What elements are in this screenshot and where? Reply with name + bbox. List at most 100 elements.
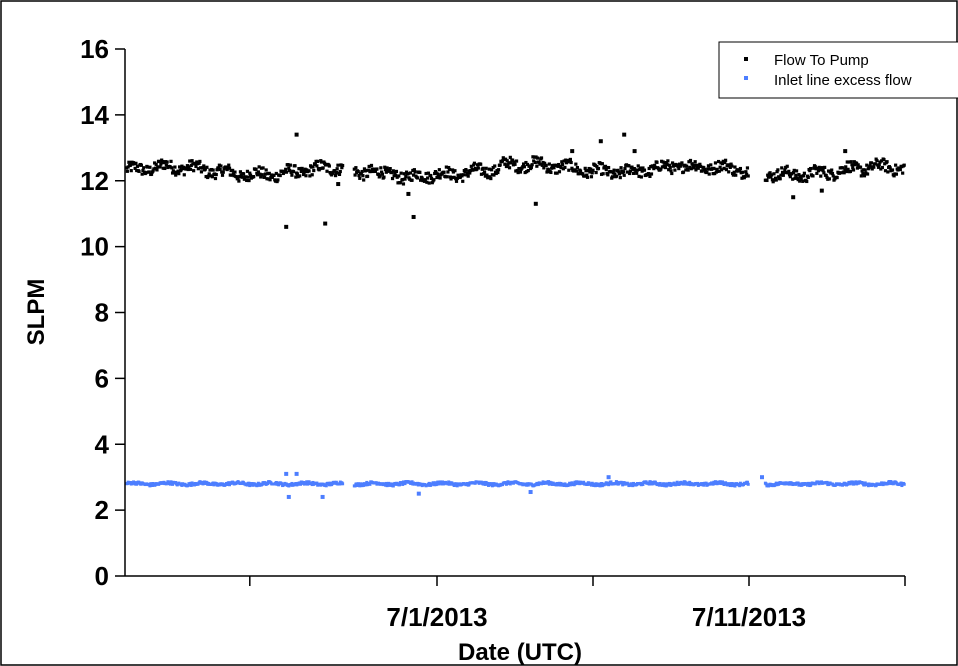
data-point [874, 484, 878, 488]
data-point [657, 483, 661, 487]
data-point [372, 167, 376, 171]
data-point [774, 178, 778, 182]
legend-marker-inlet-line [744, 76, 748, 80]
data-point [252, 175, 256, 179]
data-point [668, 482, 672, 486]
data-point [766, 175, 771, 179]
data-point [427, 181, 431, 185]
data-point-outlier [843, 149, 848, 154]
data-point [472, 163, 476, 167]
data-point [649, 172, 654, 176]
data-point [862, 174, 867, 178]
data-point [497, 168, 501, 172]
data-point [212, 483, 216, 487]
data-point [327, 164, 331, 168]
data-point [146, 165, 150, 169]
data-point [730, 482, 734, 486]
data-point [300, 166, 304, 171]
data-point [717, 169, 721, 173]
data-point [310, 483, 314, 487]
data-point [589, 175, 594, 179]
data-point [436, 480, 440, 484]
data-point [288, 163, 292, 167]
data-point [594, 170, 598, 175]
data-point [365, 174, 370, 178]
data-point [446, 170, 450, 174]
data-point [702, 167, 707, 171]
data-point [667, 168, 671, 172]
data-point [401, 177, 405, 182]
data-point [724, 158, 728, 162]
data-point [368, 482, 372, 486]
data-point [278, 173, 282, 178]
data-point [236, 176, 240, 180]
data-point [706, 164, 711, 168]
data-point [308, 174, 312, 178]
data-point [846, 167, 850, 171]
data-point [674, 482, 678, 486]
data-point [356, 169, 360, 174]
data-point-outlier [336, 182, 341, 187]
data-point [722, 166, 726, 170]
data-point [274, 480, 278, 484]
data-point [613, 172, 617, 176]
data-point [360, 169, 364, 174]
data-point [794, 169, 799, 173]
data-point [439, 480, 443, 484]
data-point [125, 169, 129, 173]
data-point [745, 166, 750, 170]
data-point [298, 174, 302, 178]
data-point [164, 163, 168, 167]
data-point [653, 165, 657, 170]
data-point [850, 163, 854, 167]
data-point [733, 165, 737, 169]
data-point-outlier [284, 224, 289, 229]
data-point [515, 168, 519, 173]
data-point [694, 168, 698, 172]
data-point [547, 482, 551, 486]
data-point [815, 171, 819, 175]
data-point [590, 171, 594, 175]
data-point [385, 166, 389, 170]
data-point [245, 483, 249, 487]
data-point [731, 484, 735, 488]
data-point [245, 169, 250, 173]
data-point [488, 175, 492, 179]
data-point [227, 163, 231, 167]
data-point [248, 173, 253, 177]
data-point [260, 173, 264, 177]
data-point [141, 168, 145, 172]
data-point [423, 178, 427, 182]
data-point [620, 481, 624, 485]
legend-box [718, 41, 958, 99]
data-point [807, 481, 811, 485]
data-point [636, 164, 640, 168]
data-point [508, 155, 512, 159]
data-point [746, 174, 750, 178]
data-point [615, 480, 619, 484]
data-point [669, 169, 673, 173]
y-tick-label: 12 [80, 166, 109, 196]
data-point [811, 174, 815, 178]
data-point [728, 482, 731, 486]
data-point [149, 482, 153, 486]
data-point [374, 481, 378, 485]
data-point [868, 164, 872, 168]
data-point [839, 171, 843, 175]
data-point [861, 172, 865, 176]
data-point [512, 160, 516, 164]
data-point [622, 173, 626, 177]
data-point [412, 173, 416, 177]
data-point [536, 156, 540, 160]
data-point [770, 173, 774, 177]
data-point [582, 480, 586, 484]
data-point [506, 480, 510, 484]
data-point [159, 162, 163, 166]
data-point-outlier [406, 191, 411, 196]
data-point [801, 179, 805, 183]
data-point [730, 164, 734, 168]
data-point [663, 166, 668, 170]
data-point [338, 169, 342, 174]
data-point [844, 165, 848, 169]
y-tick-label: 16 [80, 34, 109, 64]
